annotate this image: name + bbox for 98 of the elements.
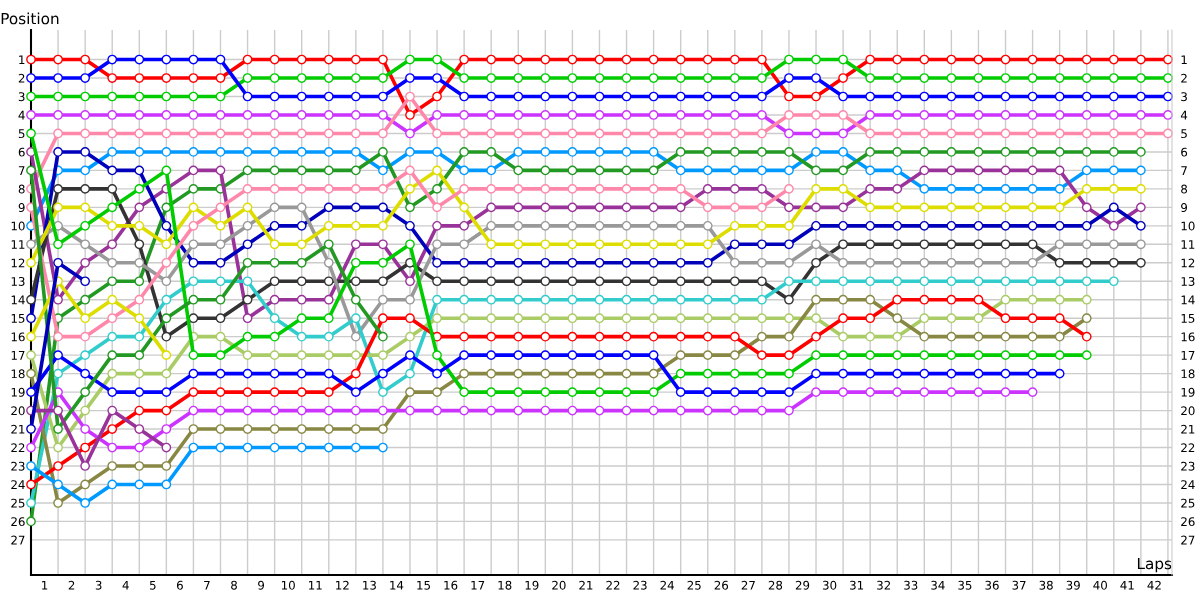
x-tick-label: 14 [390, 580, 404, 590]
y2-tick-label: 22 [1181, 443, 1195, 453]
y-tick-label: 16 [11, 332, 25, 342]
x-tick-label: 27 [741, 580, 755, 590]
y-tick-label: 14 [11, 295, 25, 305]
y2-tick-label: 20 [1181, 406, 1195, 416]
y2-tick-label: 1 [1181, 55, 1187, 65]
x-tick-label: 36 [985, 580, 999, 590]
x-tick-label: 17 [471, 580, 485, 590]
x-tick-label: 39 [1066, 580, 1080, 590]
x-tick-label: 8 [231, 580, 237, 590]
y-tick-label: 15 [11, 314, 25, 323]
y2-tick-label: 24 [1181, 480, 1195, 489]
x-tick-label: 23 [633, 580, 647, 590]
y-tick-label: 2 [18, 73, 25, 83]
x-tick-label: 10 [281, 580, 295, 590]
x-tick-label: 1 [42, 580, 48, 590]
y-tick-label: 26 [11, 517, 25, 527]
y-tick-label: 19 [11, 387, 25, 397]
y2-tick-label: 8 [1181, 184, 1188, 194]
y-tick-label: 11 [11, 240, 25, 249]
y-tick-label: 21 [11, 424, 25, 434]
x-tick-label: 24 [660, 580, 674, 590]
x-tick-label: 35 [958, 580, 972, 590]
x-tick-label: 30 [822, 580, 837, 590]
x-tick-label: 32 [877, 580, 891, 590]
y-tick-label: 13 [11, 276, 25, 286]
y-tick-label: 18 [11, 369, 25, 379]
y-tick-label: 23 [11, 461, 25, 471]
y2-tick-label: 21 [1181, 424, 1195, 434]
x-tick-label: 13 [363, 580, 376, 590]
y-tick-label: 24 [11, 480, 25, 489]
x-tick-label: 3 [95, 580, 102, 590]
y-tick-label: 4 [18, 110, 25, 120]
y2-tick-label: 11 [1181, 240, 1195, 249]
x-tick-label: 31 [850, 580, 864, 590]
y2-tick-label: 5 [1181, 129, 1187, 139]
x-tick-label: 2 [68, 580, 75, 590]
x-tick-label: 21 [579, 580, 593, 590]
y-axis-title: Position [1, 12, 59, 25]
x-tick-label: 20 [552, 580, 566, 590]
x-axis-title: Laps [1137, 557, 1172, 573]
y2-tick-label: 3 [1181, 92, 1187, 102]
x-tick-label: 11 [309, 580, 322, 590]
y-tick-label: 22 [11, 443, 25, 453]
y-tick-label: 7 [18, 166, 25, 175]
x-tick-label: 15 [417, 580, 430, 590]
x-tick-label: 7 [204, 580, 210, 590]
x-tick-label: 38 [1039, 580, 1053, 590]
y2-tick-label: 4 [1180, 110, 1188, 120]
y2-tick-label: 9 [1181, 203, 1188, 213]
y2-tick-label: 15 [1181, 314, 1195, 323]
x-tick-label: 41 [1120, 580, 1134, 590]
y2-tick-label: 25 [1181, 498, 1195, 508]
y2-tick-label: 23 [1181, 461, 1195, 471]
y-tick-label: 12 [11, 258, 25, 268]
x-tick-label: 5 [149, 580, 156, 590]
x-tick-label: 29 [795, 580, 810, 590]
y-tick-label: 3 [18, 92, 25, 102]
y2-tick-label: 18 [1181, 369, 1195, 379]
y2-tick-label: 7 [1181, 166, 1187, 175]
x-tick-label: 4 [122, 580, 129, 590]
x-tick-label: 40 [1093, 580, 1107, 590]
y2-tick-label: 13 [1181, 276, 1195, 286]
x-tick-label: 33 [904, 580, 918, 590]
y2-tick-label: 6 [1181, 147, 1188, 157]
x-tick-label: 42 [1147, 580, 1161, 590]
y-tick-label: 5 [18, 129, 25, 139]
y2-tick-label: 14 [1181, 295, 1195, 305]
x-tick-label: 22 [606, 580, 620, 590]
x-tick-label: 18 [498, 580, 512, 590]
x-tick-label: 12 [336, 580, 349, 590]
y-tick-label: 20 [11, 406, 25, 416]
y2-tick-label: 19 [1181, 387, 1195, 397]
x-tick-label: 37 [1012, 580, 1026, 590]
y-tick-label: 25 [11, 498, 25, 508]
x-tick-label: 26 [714, 580, 729, 590]
y-tick-label: 8 [18, 184, 25, 194]
y2-tick-label: 17 [1181, 351, 1195, 360]
y-tick-label: 10 [11, 221, 25, 231]
y2-tick-label: 27 [1181, 535, 1195, 545]
y-tick-label: 9 [18, 203, 25, 213]
y2-tick-label: 2 [1181, 73, 1187, 83]
x-tick-label: 25 [687, 580, 701, 590]
x-tick-label: 16 [444, 580, 458, 590]
x-tick-label: 34 [931, 580, 945, 590]
x-tick-label: 28 [768, 580, 783, 590]
x-tick-label: 9 [258, 580, 265, 590]
x-tick-label: 6 [176, 580, 183, 590]
y-tick-label: 27 [11, 535, 25, 545]
y-tick-label: 17 [11, 351, 25, 360]
y2-tick-label: 26 [1181, 517, 1195, 527]
y2-tick-label: 10 [1181, 221, 1195, 231]
y-tick-label: 1 [19, 55, 25, 65]
y2-tick-label: 16 [1181, 332, 1195, 342]
x-tick-label: 19 [525, 580, 539, 590]
y2-tick-label: 12 [1181, 258, 1195, 268]
y-tick-label: 6 [18, 147, 25, 157]
